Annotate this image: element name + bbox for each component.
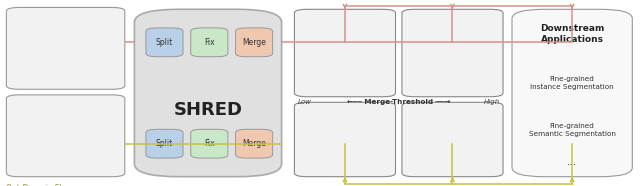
Text: Merge: Merge [242,139,266,148]
FancyBboxPatch shape [191,28,228,57]
FancyBboxPatch shape [191,129,228,158]
Text: Low: Low [298,99,312,105]
FancyBboxPatch shape [294,102,396,177]
Text: Downstream
Applications: Downstream Applications [540,24,604,44]
Text: Fine-grained
Semantic Segmentation: Fine-grained Semantic Segmentation [529,123,616,137]
FancyBboxPatch shape [236,28,273,57]
FancyBboxPatch shape [236,129,273,158]
Text: High: High [484,99,500,105]
Text: Merge: Merge [242,38,266,47]
FancyBboxPatch shape [402,9,503,97]
Text: Fix: Fix [204,38,214,47]
Text: ←── Merge-Threshold ──→: ←── Merge-Threshold ──→ [347,99,451,105]
FancyBboxPatch shape [146,129,183,158]
Text: Out-Domain Shape: Out-Domain Shape [6,184,79,186]
FancyBboxPatch shape [134,9,282,177]
Text: SHRED: SHRED [173,101,243,119]
FancyBboxPatch shape [6,95,125,177]
FancyBboxPatch shape [512,9,632,177]
Text: Split: Split [156,38,173,47]
Text: Fix: Fix [204,139,214,148]
Text: ...: ... [567,157,577,167]
FancyBboxPatch shape [146,28,183,57]
FancyBboxPatch shape [402,102,503,177]
FancyBboxPatch shape [6,7,125,89]
Text: Fine-grained
Instance Segmentation: Fine-grained Instance Segmentation [531,76,614,90]
Text: Split: Split [156,139,173,148]
FancyBboxPatch shape [294,9,396,97]
